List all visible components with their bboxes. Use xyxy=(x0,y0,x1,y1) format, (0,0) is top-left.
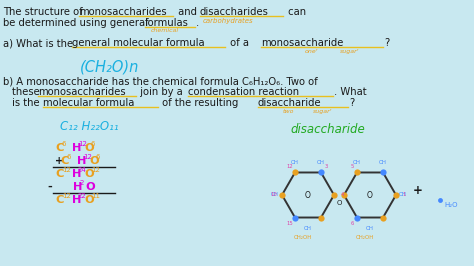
Text: formulas: formulas xyxy=(145,18,189,28)
Text: monosaccharides: monosaccharides xyxy=(38,87,126,97)
Text: CH₂OH: CH₂OH xyxy=(294,235,312,240)
Text: 6: 6 xyxy=(350,221,354,226)
Text: +: + xyxy=(55,156,63,166)
Text: OH: OH xyxy=(271,193,279,197)
Text: (CH₂O)n: (CH₂O)n xyxy=(80,60,140,75)
Text: H: H xyxy=(73,156,86,166)
Text: monosaccharide: monosaccharide xyxy=(261,38,343,48)
Text: ?: ? xyxy=(349,98,354,108)
Text: 12: 12 xyxy=(62,193,71,199)
Text: OH: OH xyxy=(304,226,312,231)
Text: 10: 10 xyxy=(271,193,277,197)
Text: O: O xyxy=(89,156,99,166)
Text: OH: OH xyxy=(291,160,299,165)
Text: two: two xyxy=(283,109,294,114)
Text: .: . xyxy=(196,18,199,28)
Text: ?: ? xyxy=(384,38,389,48)
Text: 12: 12 xyxy=(287,164,293,169)
Text: 1: 1 xyxy=(402,193,406,197)
Text: O: O xyxy=(367,190,373,200)
Text: 12: 12 xyxy=(83,154,92,160)
Text: OH: OH xyxy=(379,160,387,165)
Text: 6: 6 xyxy=(62,141,66,147)
Text: The structure of: The structure of xyxy=(3,7,86,17)
Text: 12: 12 xyxy=(78,141,87,147)
Text: OH: OH xyxy=(366,226,374,231)
Text: 5: 5 xyxy=(350,164,354,169)
Text: O: O xyxy=(337,200,342,206)
Text: molecular formula: molecular formula xyxy=(43,98,134,108)
Text: b) A monosaccharide has the chemical formula C₆H₁₂O₆. Two of: b) A monosaccharide has the chemical for… xyxy=(3,76,318,86)
Text: can: can xyxy=(285,7,306,17)
Text: 24: 24 xyxy=(78,167,87,173)
Text: 12: 12 xyxy=(91,167,100,173)
Text: O: O xyxy=(305,190,311,200)
Text: C: C xyxy=(55,195,64,205)
Text: C: C xyxy=(55,143,64,153)
Text: C: C xyxy=(60,156,68,166)
Text: O: O xyxy=(84,195,94,205)
Text: H: H xyxy=(68,195,82,205)
Text: monosaccharides: monosaccharides xyxy=(79,7,167,17)
Text: join by a: join by a xyxy=(137,87,186,97)
Text: 2: 2 xyxy=(80,180,84,186)
Text: 12: 12 xyxy=(62,167,71,173)
Text: -: - xyxy=(47,182,52,192)
Text: 15: 15 xyxy=(287,221,293,226)
Text: sugarʳ: sugarʳ xyxy=(340,49,359,54)
Text: H₂O: H₂O xyxy=(444,202,457,208)
Text: H: H xyxy=(73,182,82,192)
Text: and: and xyxy=(175,7,200,17)
Text: carbohydrates: carbohydrates xyxy=(203,18,254,24)
Text: O: O xyxy=(84,169,94,179)
Text: O: O xyxy=(85,182,95,192)
Text: 3: 3 xyxy=(324,164,328,169)
Text: of a: of a xyxy=(227,38,252,48)
Text: +: + xyxy=(413,184,423,197)
Text: general molecular formula: general molecular formula xyxy=(72,38,205,48)
Text: C: C xyxy=(55,169,64,179)
Text: a) What is the: a) What is the xyxy=(3,38,76,48)
Text: 6: 6 xyxy=(96,154,100,160)
Text: of the resulting: of the resulting xyxy=(159,98,241,108)
Text: OH: OH xyxy=(399,193,407,197)
Text: OH: OH xyxy=(353,160,361,165)
Text: . What: . What xyxy=(334,87,366,97)
Text: 6: 6 xyxy=(91,141,95,147)
Text: 6: 6 xyxy=(67,154,72,160)
Text: sugarʳ: sugarʳ xyxy=(313,109,332,114)
Text: O: O xyxy=(84,143,94,153)
Text: oneʳ: oneʳ xyxy=(305,49,319,54)
Text: 4: 4 xyxy=(340,193,344,197)
Text: is the: is the xyxy=(12,98,43,108)
Text: be determined using general: be determined using general xyxy=(3,18,151,28)
Text: 11: 11 xyxy=(91,193,100,199)
Text: H: H xyxy=(68,143,82,153)
Text: chemical: chemical xyxy=(151,28,179,33)
Text: condensation reaction: condensation reaction xyxy=(188,87,299,97)
Text: C₁₂ H₂₂O₁₁: C₁₂ H₂₂O₁₁ xyxy=(60,120,118,133)
Text: OH: OH xyxy=(317,160,325,165)
Text: H: H xyxy=(68,169,82,179)
Text: disaccharides: disaccharides xyxy=(200,7,269,17)
Text: disaccharide: disaccharide xyxy=(258,98,322,108)
Text: 22: 22 xyxy=(78,193,87,199)
Text: disaccharide: disaccharide xyxy=(290,123,365,136)
Text: CH₂OH: CH₂OH xyxy=(356,235,374,240)
Text: these: these xyxy=(12,87,43,97)
